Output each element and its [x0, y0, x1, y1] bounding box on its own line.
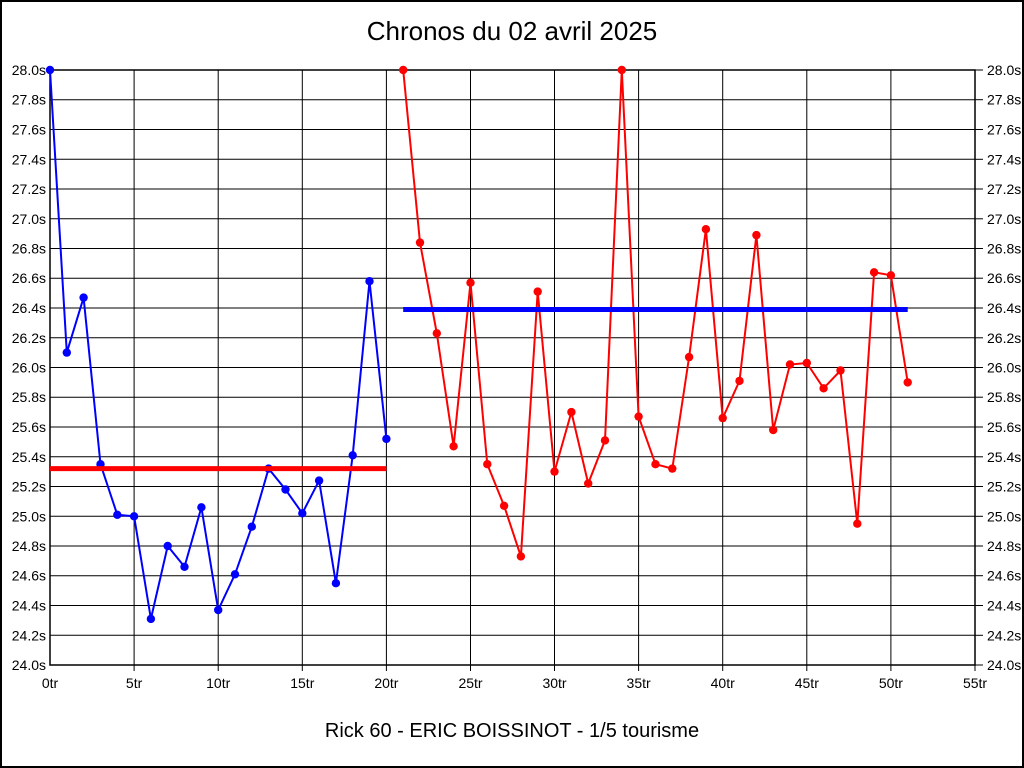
- svg-text:5tr: 5tr: [126, 675, 143, 691]
- series-stint-2-line: [402, 69, 909, 557]
- svg-text:55tr: 55tr: [963, 675, 987, 691]
- svg-text:0tr: 0tr: [42, 675, 59, 691]
- series-stint-2-markers: [399, 65, 912, 561]
- svg-text:20tr: 20tr: [374, 675, 398, 691]
- svg-text:26.2s: 26.2s: [12, 330, 46, 346]
- svg-text:24.0s: 24.0s: [12, 657, 46, 673]
- svg-text:26.6s: 26.6s: [987, 270, 1021, 286]
- svg-text:25.4s: 25.4s: [987, 449, 1021, 465]
- svg-text:27.8s: 27.8s: [12, 92, 46, 108]
- svg-text:27.0s: 27.0s: [12, 211, 46, 227]
- svg-text:25.2s: 25.2s: [12, 479, 46, 495]
- svg-text:25tr: 25tr: [458, 675, 482, 691]
- svg-text:24.4s: 24.4s: [987, 598, 1021, 614]
- svg-text:24.2s: 24.2s: [987, 627, 1021, 643]
- x-gridlines: [49, 70, 976, 671]
- svg-text:35tr: 35tr: [627, 675, 651, 691]
- chart-title: Chronos du 02 avril 2025: [366, 16, 658, 46]
- svg-text:24.8s: 24.8s: [12, 538, 46, 554]
- svg-text:40tr: 40tr: [711, 675, 735, 691]
- svg-text:25.8s: 25.8s: [987, 389, 1021, 405]
- svg-text:15tr: 15tr: [290, 675, 314, 691]
- y-axis-labels-right: 28.0s 27.8s 27.6s 27.4s 27.2s 27.0s 26.8s 26.6s…: [987, 62, 1021, 673]
- svg-text:25.8s: 25.8s: [12, 389, 46, 405]
- svg-text:26.6s: 26.6s: [12, 270, 46, 286]
- svg-text:25.2s: 25.2s: [987, 479, 1021, 495]
- svg-text:27.4s: 27.4s: [987, 151, 1021, 167]
- chart-caption: Rick 60 - ERIC BOISSINOT - 1/5 tourisme: [324, 720, 700, 742]
- series-stint-2: [399, 65, 912, 561]
- svg-text:45tr: 45tr: [795, 675, 819, 691]
- series-stint-1: [45, 65, 391, 624]
- svg-text:27.0s: 27.0s: [987, 211, 1021, 227]
- svg-text:27.2s: 27.2s: [12, 181, 46, 197]
- x-axis-labels: 0tr 5tr 10tr 15tr 20tr 25tr 30tr 35tr 40tr 45tr 50…: [42, 675, 988, 691]
- svg-text:24.2s: 24.2s: [12, 627, 46, 643]
- y-gridlines: [50, 69, 983, 666]
- svg-text:27.6s: 27.6s: [12, 122, 46, 138]
- svg-text:26.0s: 26.0s: [12, 360, 46, 376]
- y-axis-labels-left: 28.0s 27.8s 27.6s 27.4s 27.2s 27.0s 26.8s 26.6s…: [12, 62, 46, 673]
- plot-frame: [49, 69, 976, 666]
- svg-text:25.0s: 25.0s: [987, 508, 1021, 524]
- svg-text:27.2s: 27.2s: [987, 181, 1021, 197]
- svg-text:24.4s: 24.4s: [12, 598, 46, 614]
- svg-text:26.8s: 26.8s: [987, 241, 1021, 257]
- svg-text:24.0s: 24.0s: [987, 657, 1021, 673]
- svg-text:27.4s: 27.4s: [12, 151, 46, 167]
- svg-text:50tr: 50tr: [879, 675, 903, 691]
- svg-text:27.8s: 27.8s: [987, 92, 1021, 108]
- svg-text:25.4s: 25.4s: [12, 449, 46, 465]
- svg-text:26.8s: 26.8s: [12, 241, 46, 257]
- svg-text:26.4s: 26.4s: [987, 300, 1021, 316]
- svg-text:26.4s: 26.4s: [12, 300, 46, 316]
- svg-text:25.0s: 25.0s: [12, 508, 46, 524]
- svg-text:28.0s: 28.0s: [12, 62, 46, 78]
- svg-text:10tr: 10tr: [206, 675, 230, 691]
- svg-text:27.6s: 27.6s: [987, 122, 1021, 138]
- svg-text:25.6s: 25.6s: [987, 419, 1021, 435]
- svg-text:30tr: 30tr: [542, 675, 566, 691]
- svg-text:25.6s: 25.6s: [12, 419, 46, 435]
- svg-text:24.8s: 24.8s: [987, 538, 1021, 554]
- svg-text:26.0s: 26.0s: [987, 360, 1021, 376]
- svg-text:24.6s: 24.6s: [12, 568, 46, 584]
- svg-text:26.2s: 26.2s: [987, 330, 1021, 346]
- svg-text:24.6s: 24.6s: [987, 568, 1021, 584]
- svg-text:28.0s: 28.0s: [987, 62, 1021, 78]
